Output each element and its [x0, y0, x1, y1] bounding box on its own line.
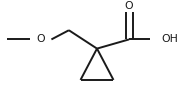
Text: O: O: [36, 34, 45, 44]
Text: OH: OH: [161, 34, 178, 44]
Text: O: O: [125, 1, 133, 11]
